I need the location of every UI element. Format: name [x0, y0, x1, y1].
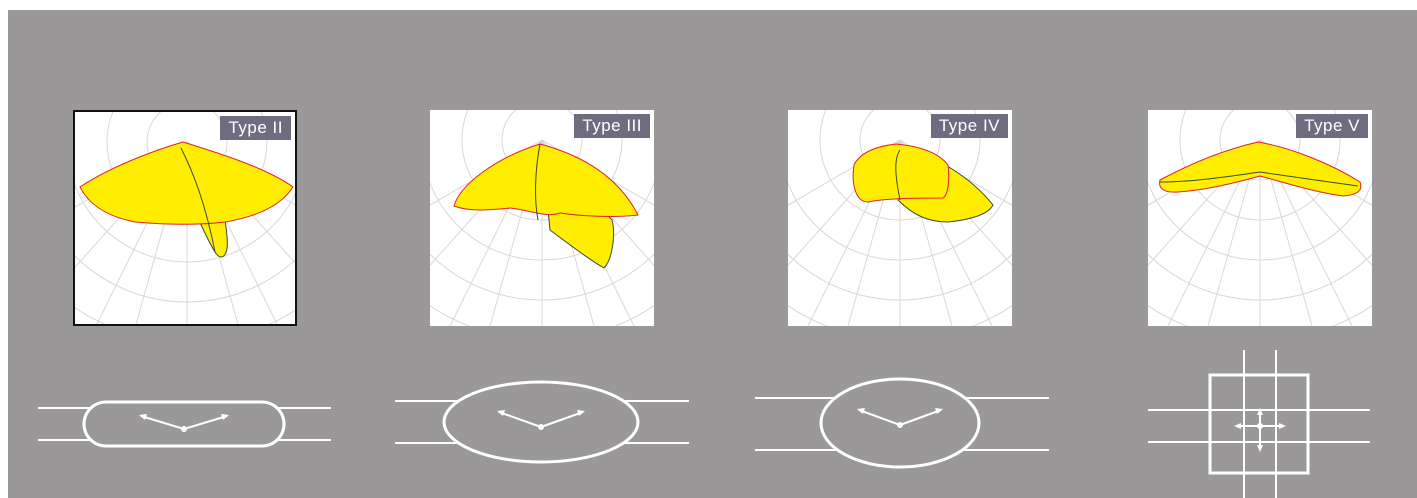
narrow-oval-icon [38, 400, 331, 448]
type-label: Type V [1296, 114, 1368, 138]
lobe-primary [79, 141, 294, 225]
distribution-panel-type-v[interactable]: Type V [1148, 110, 1372, 326]
type-label: Type III [574, 114, 650, 138]
distribution-panel-type-ii[interactable]: Type II [73, 110, 297, 326]
type-label: Type II [220, 116, 291, 140]
lobe-primary [453, 143, 639, 217]
polar-grid [430, 110, 654, 326]
lobe-primary [852, 143, 950, 203]
diagram-canvas: Type II Type III [8, 10, 1417, 498]
distribution-panel-type-iv[interactable]: Type IV [788, 110, 1012, 326]
square-cross-icon [1148, 350, 1370, 498]
lobe-primary [1159, 141, 1362, 197]
type-label: Type IV [930, 114, 1008, 138]
medium-oval-icon [395, 380, 689, 464]
distribution-panel-type-iii[interactable]: Type III [430, 110, 654, 326]
polar-grid [1148, 110, 1372, 326]
polar-grid [788, 110, 1012, 326]
wide-oval-icon [755, 377, 1049, 469]
polar-grid [75, 112, 295, 324]
